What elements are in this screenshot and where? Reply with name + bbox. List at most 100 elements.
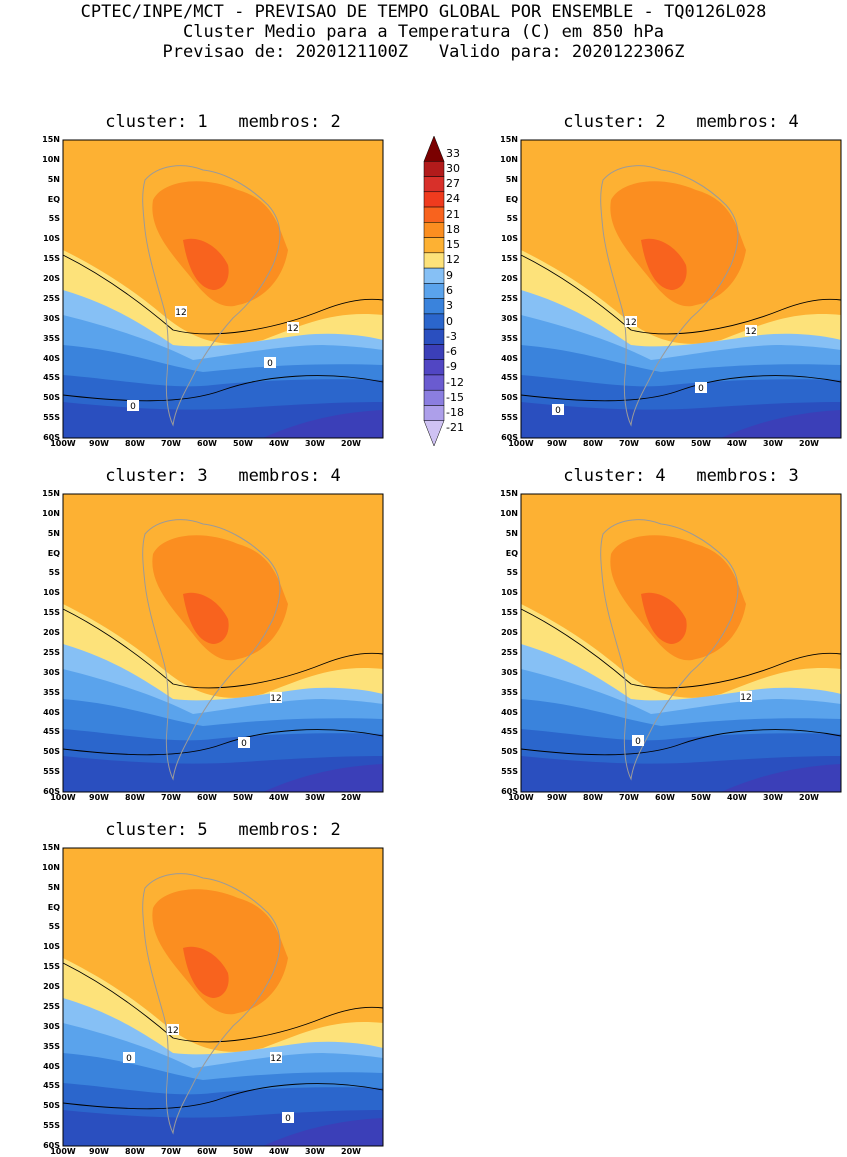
lon-label: 30W xyxy=(305,1147,325,1156)
colorbar-label: 21 xyxy=(446,207,460,221)
lat-label: 5S xyxy=(506,568,518,578)
lat-label: 10N xyxy=(500,154,518,164)
lon-label: 50W xyxy=(691,793,711,802)
colorbar-label: -3 xyxy=(446,329,457,343)
lon-label: 100W xyxy=(50,1147,76,1156)
lat-label: 45S xyxy=(43,373,60,383)
map-frame xyxy=(520,139,842,439)
lat-label: 20S xyxy=(43,982,60,992)
lon-label: 100W xyxy=(508,793,534,802)
lat-label: 60S xyxy=(501,433,518,442)
lon-label: 90W xyxy=(547,793,567,802)
colorbar-swatch xyxy=(423,298,445,315)
header-line-3: Previsao de: 2020121100Z Valido para: 20… xyxy=(162,42,685,62)
lon-label: 40W xyxy=(269,793,289,802)
coastline xyxy=(600,519,739,781)
colorbar-swatch xyxy=(423,252,445,269)
cluster-title-5: cluster: 5 membros: 2 xyxy=(105,820,341,840)
contour-label: 0 xyxy=(282,1112,294,1124)
contour-label: 12 xyxy=(740,691,752,703)
band-21 xyxy=(641,238,687,290)
colorbar-swatch xyxy=(423,405,445,421)
colorbar-swatch xyxy=(423,222,445,238)
lat-label: 25S xyxy=(501,647,518,657)
band-21 xyxy=(183,592,229,644)
colorbar-swatch xyxy=(423,161,445,177)
lon-label: 60W xyxy=(655,793,675,802)
contour-label: 0 xyxy=(238,737,250,749)
lat-label: 55S xyxy=(43,767,60,777)
lat-label: 20S xyxy=(43,628,60,638)
colorbar-swatch xyxy=(423,135,445,162)
colorbar-label: 12 xyxy=(446,253,460,267)
lat-label: 15N xyxy=(42,135,60,144)
contour-label: 0 xyxy=(695,382,707,394)
colorbar-swatch xyxy=(423,328,445,345)
lon-label: 50W xyxy=(691,439,711,448)
colorbar-label: 18 xyxy=(446,222,460,236)
lon-label: 60W xyxy=(197,439,217,448)
colorbar-label: 3 xyxy=(446,299,453,313)
lon-label: 50W xyxy=(233,1147,253,1156)
colorbar-swatch xyxy=(423,206,445,223)
lat-label: 5N xyxy=(505,528,518,538)
lon-label: 80W xyxy=(125,1147,145,1156)
lat-label: 10N xyxy=(42,154,60,164)
contour-label-text: 0 xyxy=(555,406,561,416)
contour-0 xyxy=(62,1083,384,1110)
lon-label: 80W xyxy=(583,439,603,448)
lat-label: EQ xyxy=(505,548,518,558)
lat-label: 55S xyxy=(43,1121,60,1131)
lat-label: 20S xyxy=(43,274,60,284)
band-18 xyxy=(152,889,288,1015)
lat-label: 50S xyxy=(43,747,60,757)
cluster-title-3: cluster: 3 membros: 4 xyxy=(105,466,341,486)
contour-label: 12 xyxy=(745,325,757,337)
colorbar-swatch xyxy=(423,359,445,376)
contour-label: 0 xyxy=(264,357,276,369)
lon-label: 20W xyxy=(341,793,361,802)
lon-label: 40W xyxy=(269,1147,289,1156)
lat-label: 35S xyxy=(501,333,518,343)
lon-label: 90W xyxy=(89,793,109,802)
map-frame xyxy=(62,847,384,1147)
lat-label: EQ xyxy=(47,194,60,204)
lon-label: 20W xyxy=(799,439,819,448)
lat-label: 40S xyxy=(43,353,60,363)
lat-label: 15S xyxy=(43,962,60,972)
lat-label: 15S xyxy=(501,254,518,264)
temperature-map-5: 12 12 0 0 xyxy=(62,847,384,1147)
lon-label: 30W xyxy=(763,793,783,802)
lat-label: 10N xyxy=(42,862,60,872)
lat-label: 15S xyxy=(501,608,518,618)
cluster-title-2: cluster: 2 membros: 4 xyxy=(563,112,799,132)
header-line-2: Cluster Medio para a Temperatura (C) em … xyxy=(182,22,665,42)
lat-label: 30S xyxy=(43,667,60,677)
lon-label: 50W xyxy=(233,793,253,802)
contour-label-text: 0 xyxy=(285,1114,291,1124)
lat-label: 35S xyxy=(43,333,60,343)
contour-label: 12 xyxy=(175,306,187,318)
lat-label: 30S xyxy=(43,313,60,323)
lat-label: 55S xyxy=(501,767,518,777)
contour-label: 0 xyxy=(127,400,139,412)
colorbar-label: 27 xyxy=(446,177,460,191)
colorbar-label: 6 xyxy=(446,284,453,297)
lat-label: 50S xyxy=(501,393,518,403)
colorbar-swatch xyxy=(423,191,445,208)
colorbar-label: -21 xyxy=(446,421,464,435)
colorbar-swatch xyxy=(423,283,445,299)
colorbar-swatch xyxy=(423,344,445,360)
lon-label: 60W xyxy=(655,439,675,448)
lon-label: 80W xyxy=(125,439,145,448)
lat-label: 45S xyxy=(501,373,518,383)
colorbar-label: 0 xyxy=(446,314,453,328)
lat-label: 35S xyxy=(43,1041,60,1051)
temperature-map-3: 12 0 xyxy=(62,493,384,793)
lat-label: 5S xyxy=(48,922,60,932)
coastline xyxy=(142,165,281,427)
lat-label: 60S xyxy=(43,1141,60,1150)
cluster-title-4: cluster: 4 membros: 3 xyxy=(563,466,799,486)
contour-label-text: 0 xyxy=(130,402,136,412)
band-minus6 xyxy=(721,410,841,438)
